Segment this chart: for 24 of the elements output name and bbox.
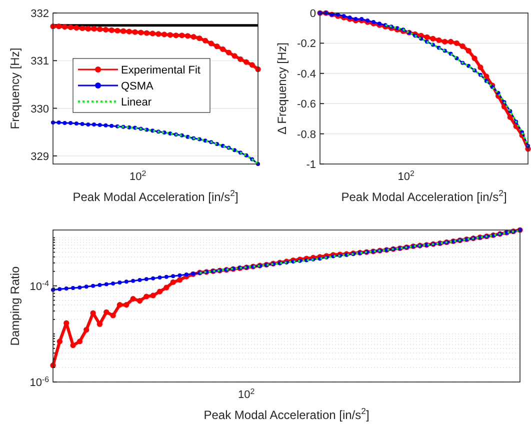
y-tick-label: 0	[310, 8, 316, 20]
y-axis-title: Frequency [Hz]	[8, 48, 22, 130]
y-tick-label: -1	[306, 159, 316, 171]
y-tick-label: 329	[30, 150, 49, 163]
y-tick-label: 332	[30, 8, 49, 20]
x-axis-title: Peak Modal Acceleration [in/s$^{2}$]	[341, 188, 507, 204]
y-tick-label: -0.4	[297, 68, 316, 80]
legend-label: Linear	[121, 96, 152, 108]
text: 10$^{2}$	[398, 168, 414, 183]
text: 10$^{2}$	[238, 386, 255, 401]
text: 10$^{2}$	[130, 168, 146, 183]
y-tick-label: 10$^{-4}$	[30, 278, 50, 293]
y-tick-label: -0.6	[297, 98, 316, 111]
legend-label: QSMA	[121, 80, 154, 92]
y-axis-title: Damping Ratio	[8, 266, 22, 346]
x-axis-title: Peak Modal Acceleration [in/s$^{2}$]	[72, 188, 238, 204]
y-tick-label: 330	[30, 103, 49, 116]
y-tick-label: -0.2	[297, 38, 316, 50]
x-axis-title: Peak Modal Acceleration [in/s$^{2}$]	[204, 406, 370, 422]
y-tick-label: -0.8	[297, 128, 316, 141]
legend-label: Experimental Fit	[121, 64, 200, 76]
y-tick-label: 331	[30, 56, 49, 68]
y-tick-label: 10$^{-6}$	[30, 374, 50, 389]
y-axis-title: Δ Frequency [Hz]	[275, 42, 289, 135]
